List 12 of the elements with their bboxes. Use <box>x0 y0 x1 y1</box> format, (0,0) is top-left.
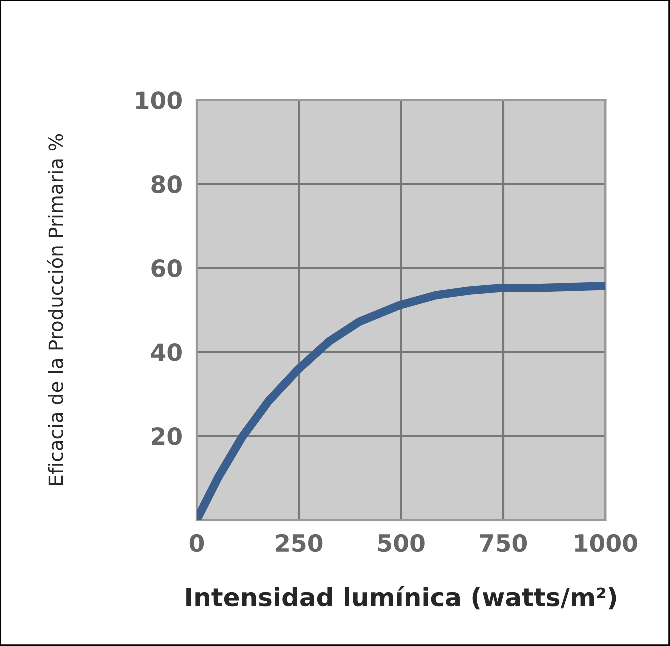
y-tick-label: 20 <box>152 427 182 446</box>
y-tick-label: 40 <box>151 344 182 362</box>
x-tick-label: 500 <box>378 534 425 552</box>
y-tick-label: 60 <box>152 260 182 278</box>
x-axis-title: Intensidad lumínica (watts/m²) <box>186 586 616 610</box>
y-axis-title: Eficacia de la Producción Primaria % <box>48 134 64 485</box>
x-tick-label: 1000 <box>575 534 638 552</box>
x-tick-label: 250 <box>276 534 323 552</box>
x-tick-label: 0 <box>190 534 204 552</box>
y-tick-label: 80 <box>152 176 182 194</box>
y-tick-label: 100 <box>136 92 182 110</box>
x-tick-label: 750 <box>480 534 528 552</box>
